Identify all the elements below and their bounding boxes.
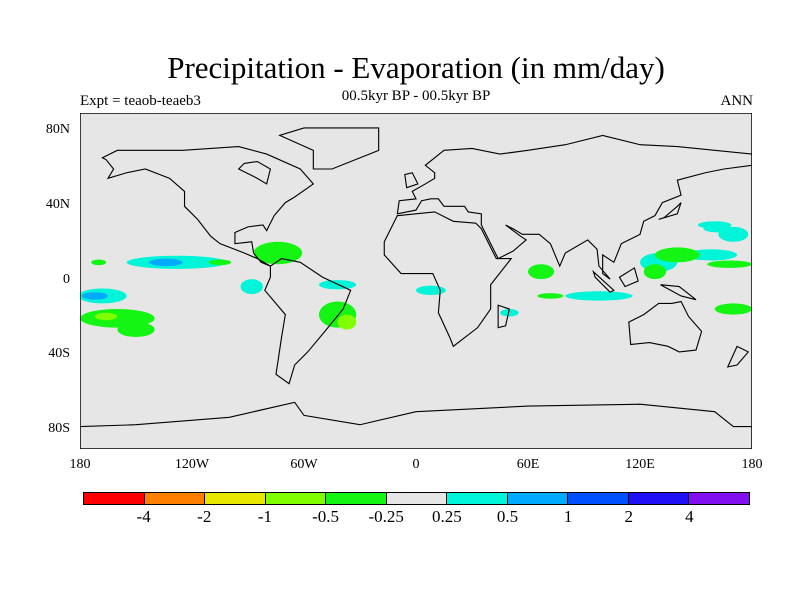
coastlines	[80, 127, 752, 449]
map-background	[80, 113, 752, 449]
contour-cyan	[416, 285, 446, 295]
lat-label: 80S	[48, 421, 70, 436]
contour-green	[643, 264, 667, 280]
lat-label: 0	[63, 272, 70, 287]
eurasia	[396, 134, 752, 280]
contour-blue	[81, 292, 108, 300]
lat-label: 40S	[48, 346, 70, 361]
contour-green	[537, 293, 564, 299]
contour-lightgreen	[337, 314, 357, 330]
madagascar	[497, 304, 510, 329]
contour-green	[91, 259, 107, 266]
season-label: ANN	[720, 93, 754, 109]
colorbar-label: 4	[685, 507, 694, 526]
south-america	[264, 258, 352, 385]
colorbar	[83, 492, 750, 505]
colorbar-label: -0.5	[312, 507, 339, 526]
lat-label: 40N	[45, 197, 70, 212]
contour-green	[528, 264, 555, 280]
contour-cyan	[500, 309, 519, 317]
colorbar-box	[265, 493, 327, 504]
contour-cyan	[703, 225, 734, 233]
colorbar-label: 0.25	[431, 507, 462, 526]
lon-label: 0	[412, 457, 420, 472]
australia	[628, 300, 703, 353]
lat-label: 80N	[45, 122, 70, 137]
great-britain	[404, 172, 419, 189]
lon-label: 60W	[290, 457, 318, 472]
world-map	[80, 113, 752, 449]
colorbar-box	[205, 493, 266, 504]
borneo	[618, 267, 639, 288]
colorbar-box	[568, 493, 629, 504]
colorbar-label: 0.5	[496, 507, 519, 526]
contour-green	[117, 322, 155, 337]
colorbar-box	[507, 493, 569, 504]
colorbar-label: -4	[136, 507, 151, 526]
colorbar-box	[144, 493, 206, 504]
contour-green	[253, 241, 303, 265]
lon-label: 60E	[516, 457, 540, 472]
colorbar-label: -0.25	[368, 507, 404, 526]
lon-label: 180	[69, 457, 91, 472]
colorbar-label: -1	[257, 507, 272, 526]
colorbar-label: 2	[624, 507, 633, 526]
pme-contours	[80, 221, 752, 337]
contour-green	[714, 303, 752, 315]
contour-cyan	[240, 279, 263, 295]
plot-title: Precipitation - Evaporation (in mm/day)	[167, 50, 665, 85]
colorbar-label: 1	[563, 507, 573, 526]
africa	[383, 211, 513, 348]
colorbar-box	[628, 493, 690, 504]
contour-green	[208, 259, 232, 266]
contour-blue	[149, 258, 183, 267]
lon-label: 120E	[625, 457, 655, 472]
contour-green	[654, 247, 700, 263]
contour-cyan	[565, 291, 633, 301]
contour-green	[707, 260, 752, 268]
lon-label: 120W	[174, 457, 210, 472]
antarctica	[80, 401, 752, 449]
colorbar-box	[447, 493, 508, 504]
plot-subtitle: 00.5kyr BP - 00.5kyr BP	[341, 88, 491, 104]
new-zealand	[726, 345, 750, 368]
colorbar-box	[326, 493, 387, 504]
colorbar-box	[386, 493, 448, 504]
greenland	[278, 127, 380, 170]
new-guinea	[660, 284, 697, 301]
colorbar-box	[84, 493, 145, 504]
sumatra	[592, 269, 615, 293]
japan	[658, 202, 682, 220]
experiment-label: Expt = teaob-teaeb3	[80, 93, 201, 109]
hudson-bay	[237, 160, 272, 185]
colorbar-label: -2	[197, 507, 212, 526]
contour-lightgreen	[94, 312, 118, 321]
north-america	[101, 146, 315, 267]
colorbar-box	[689, 493, 750, 504]
lon-label: 180	[741, 457, 763, 472]
